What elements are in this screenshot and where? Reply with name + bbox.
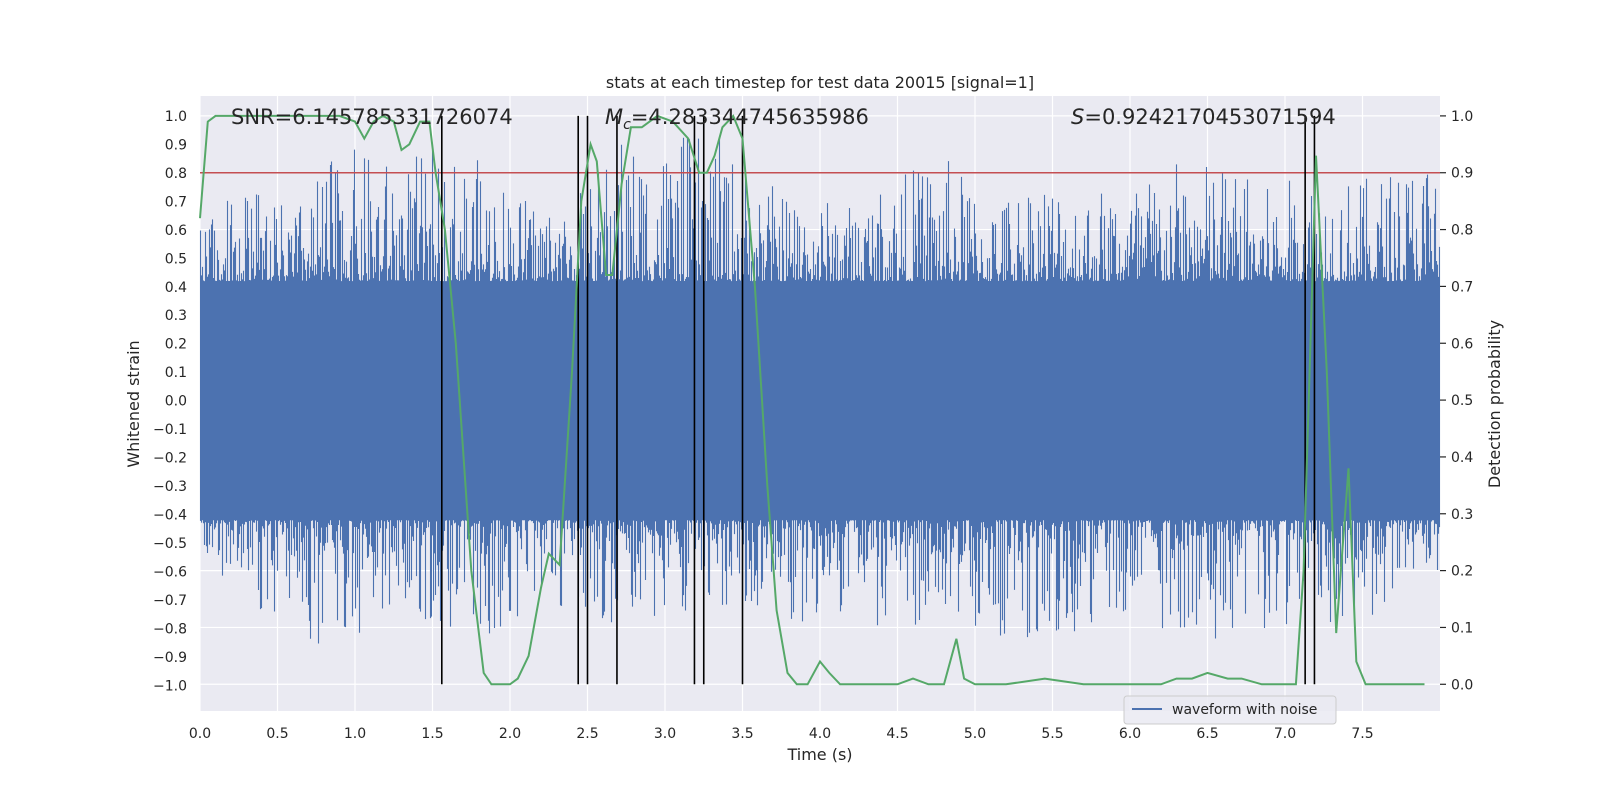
y2-tick-label: 0.5 <box>1451 393 1473 409</box>
y-tick-label: 0.8 <box>165 166 187 182</box>
y-tick-label: 0.2 <box>165 337 187 353</box>
waveform-bars <box>199 137 1441 644</box>
x-tick-label: 7.5 <box>1351 726 1373 742</box>
y2-tick-label: 0.6 <box>1451 336 1473 352</box>
y-tick-label: −0.5 <box>153 536 187 552</box>
x-tick-label: 0.5 <box>266 726 288 742</box>
x-tick-label: 4.5 <box>886 726 908 742</box>
s-annotation: S=0.9242170453071594 <box>1071 105 1336 129</box>
snr-annotation: SNR=6.145785331726074 <box>231 105 513 129</box>
y2-tick-label: 0.2 <box>1451 564 1473 580</box>
x-tick-label: 1.0 <box>344 726 366 742</box>
x-tick-label: 3.5 <box>731 726 753 742</box>
y-tick-label: −0.6 <box>153 564 187 580</box>
y2-tick-label: 0.9 <box>1451 166 1473 182</box>
x-tick-label: 1.5 <box>421 726 443 742</box>
y-tick-label: 0.5 <box>165 251 187 267</box>
y2-tick-label: 0.4 <box>1451 450 1473 466</box>
chart-title: stats at each timestep for test data 200… <box>606 73 1034 92</box>
x-axis-label: Time (s) <box>786 745 852 764</box>
x-tick-label: 7.0 <box>1274 726 1296 742</box>
x-tick-label: 2.0 <box>499 726 521 742</box>
y-tick-label: −0.8 <box>153 621 187 637</box>
y2-tick-label: 0.0 <box>1451 677 1473 693</box>
x-tick-label: 6.0 <box>1119 726 1141 742</box>
y-tick-labels: 1.0 0.9 0.8 0.7 0.6 0.5 0.4 0.3 0.2 0.1 0.0 −0.1 −0.… <box>153 109 187 694</box>
y-tick-label: −0.9 <box>153 650 187 666</box>
s-symbol: S <box>1071 105 1084 129</box>
x-tick-label: 5.0 <box>964 726 986 742</box>
x-tick-label: 4.0 <box>809 726 831 742</box>
y-tick-label: 0.9 <box>165 137 187 153</box>
s-value: =0.9242170453071594 <box>1084 105 1335 129</box>
chirp-mass-subscript: c <box>623 117 631 133</box>
y-tick-label: 0.4 <box>165 280 187 296</box>
y-tick-label: 0.0 <box>165 394 187 410</box>
y-tick-label: −0.3 <box>153 479 187 495</box>
y2-axis-label: Detection probability <box>1485 320 1504 488</box>
y2-tick-label: 0.8 <box>1451 223 1473 239</box>
y-tick-label: 0.3 <box>165 308 187 324</box>
chirp-mass-value: =4.283344745635986 <box>631 105 869 129</box>
detection-probability-line <box>199 114 1425 686</box>
legend: waveform with noise <box>1123 695 1337 725</box>
y-tick-label: 0.6 <box>165 223 187 239</box>
y2-tick-label: 0.3 <box>1451 507 1473 523</box>
legend-label: waveform with noise <box>1172 702 1317 718</box>
x-tick-labels: 0.0 0.5 1.0 1.5 2.0 2.5 3.0 3.5 4.0 4.5 5.0 5.5 6.0 6… <box>189 726 1374 742</box>
x-tick-label: 3.0 <box>654 726 676 742</box>
x-tick-label: 2.5 <box>576 726 598 742</box>
y2-tick-labels: 1.0 0.9 0.8 0.7 0.6 0.5 0.4 0.3 0.2 0.1 0.0 <box>1440 109 1473 693</box>
y-tick-label: −0.1 <box>153 422 187 438</box>
legend-box <box>1123 695 1337 725</box>
y-tick-label: 0.7 <box>165 194 187 210</box>
y-tick-label: −1.0 <box>153 678 187 694</box>
y-tick-label: −0.4 <box>153 508 187 524</box>
chirp-mass-symbol: M <box>605 105 623 129</box>
x-tick-label: 5.5 <box>1041 726 1063 742</box>
x-tick-label: 6.5 <box>1196 726 1218 742</box>
y-tick-label: 0.1 <box>165 365 187 381</box>
y2-tick-label: 0.1 <box>1451 620 1473 636</box>
x-tick-label: 0.0 <box>189 726 211 742</box>
y-tick-label: 1.0 <box>165 109 187 125</box>
y-tick-label: −0.7 <box>153 593 187 609</box>
y-tick-label: −0.2 <box>153 451 187 467</box>
y2-tick-label: 0.7 <box>1451 279 1473 295</box>
chirp-mass-annotation: Mc=4.283344745635986 <box>605 105 869 133</box>
y-axis-label: Whitened strain <box>124 340 143 467</box>
y2-tick-label: 1.0 <box>1451 109 1473 125</box>
